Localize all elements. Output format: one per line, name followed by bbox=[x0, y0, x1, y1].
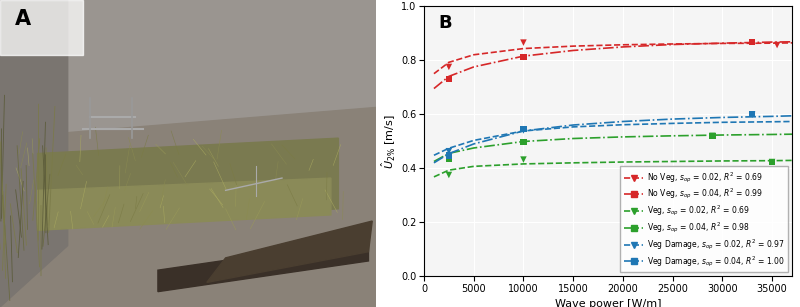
Point bbox=[517, 128, 530, 133]
Polygon shape bbox=[0, 0, 68, 307]
Point bbox=[766, 160, 778, 165]
Point bbox=[442, 156, 455, 161]
Point bbox=[517, 54, 530, 59]
Text: A: A bbox=[15, 9, 31, 29]
Point bbox=[766, 160, 778, 165]
Legend: No Veg, $s_{op}$ = 0.02, $R^2$ = 0.69, No Veg, $s_{op}$ = 0.04, $R^2$ = 0.99, Ve: No Veg, $s_{op}$ = 0.02, $R^2$ = 0.69, N… bbox=[620, 166, 788, 273]
Bar bbox=[0, 0, 82, 55]
Point bbox=[442, 173, 455, 177]
Point bbox=[442, 153, 455, 158]
Point bbox=[517, 140, 530, 145]
Polygon shape bbox=[38, 178, 331, 230]
Polygon shape bbox=[158, 239, 369, 292]
Point bbox=[746, 112, 758, 117]
Point bbox=[706, 133, 719, 138]
Text: B: B bbox=[438, 14, 452, 32]
Polygon shape bbox=[0, 0, 376, 138]
Point bbox=[746, 111, 758, 116]
Polygon shape bbox=[206, 221, 372, 282]
Polygon shape bbox=[0, 107, 376, 307]
Point bbox=[442, 77, 455, 82]
Polygon shape bbox=[38, 138, 338, 230]
Point bbox=[517, 126, 530, 131]
Point bbox=[517, 157, 530, 162]
Point bbox=[706, 133, 719, 138]
Point bbox=[442, 64, 455, 69]
Point bbox=[517, 40, 530, 45]
Point bbox=[746, 39, 758, 44]
Y-axis label: $\hat{U}_{2\%}$ [m/s]: $\hat{U}_{2\%}$ [m/s] bbox=[380, 114, 398, 169]
Point bbox=[770, 43, 783, 48]
X-axis label: Wave power [W/m]: Wave power [W/m] bbox=[554, 300, 662, 307]
Point bbox=[442, 149, 455, 154]
